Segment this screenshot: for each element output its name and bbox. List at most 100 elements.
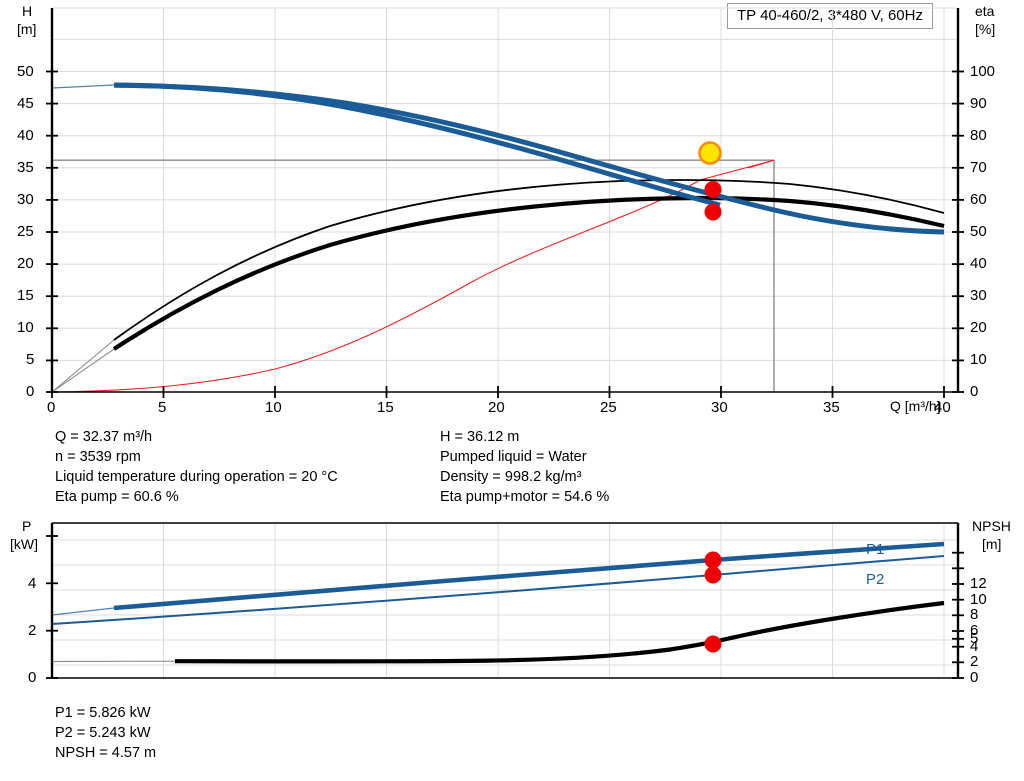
- lower-chart: P [kW] NPSH [m] P1 P2: [0, 515, 1024, 700]
- upper-right-tick-70: 70: [970, 159, 987, 176]
- duty-marker-p1: [704, 551, 722, 569]
- lower-right-tick-8: 8: [970, 606, 979, 623]
- lower-left-ticks: [46, 535, 58, 679]
- lower-right-axis-title: NPSH: [972, 518, 1011, 534]
- upper-right-tick-80: 80: [970, 127, 987, 144]
- upper-right-tick-60: 60: [970, 191, 987, 208]
- info-left-n: n = 3539 rpm: [55, 449, 141, 465]
- upper-right-axis-title: eta: [975, 3, 995, 19]
- lower-right-tick-12: 12: [970, 575, 987, 592]
- lower-right-tick-2: 2: [970, 653, 979, 670]
- upper-left-axis-title: H: [22, 3, 33, 19]
- upper-left-tick-0: 0: [26, 383, 35, 400]
- lower-right-tick-0: 0: [970, 669, 979, 686]
- lower-chart-svg: [46, 522, 964, 679]
- lower-left-tick-0: 0: [28, 669, 37, 686]
- lower-right-tick-4: 4: [970, 638, 979, 655]
- lower-right-axis-unit: [m]: [982, 536, 1002, 552]
- head-curve-thin: [51, 84, 115, 89]
- upper-x-tick-30: 30: [711, 399, 728, 416]
- upper-left-tick-45: 45: [17, 95, 34, 112]
- head-curve: [113, 82, 945, 235]
- head-curve-seg1: [113, 82, 721, 208]
- upper-right-tick-0: 0: [970, 383, 979, 400]
- upper-left-tick-20: 20: [17, 255, 34, 272]
- duty-marker-p2: [704, 566, 722, 584]
- info-p2: P2 = 5.243 kW: [55, 725, 151, 741]
- head-curve-mask: [114, 85, 944, 262]
- upper-right-axis-unit: [%]: [975, 21, 996, 37]
- eta-pump-motor-curve: [112, 195, 945, 351]
- lower-left-axis-unit: [kW]: [10, 536, 38, 552]
- upper-x-tick-5: 5: [158, 399, 167, 416]
- upper-left-axis-unit: [m]: [17, 21, 37, 37]
- info-p1: P1 = 5.826 kW: [55, 705, 151, 721]
- series-label-p2: P2: [866, 571, 885, 588]
- lower-grid-horizontal: [52, 539, 958, 666]
- p1-curve: [113, 541, 945, 611]
- duty-marker-eta-motor: [704, 203, 722, 221]
- upper-left-tick-35: 35: [17, 159, 34, 176]
- lower-right-tick-6: 6: [970, 622, 979, 639]
- upper-left-tick-40: 40: [17, 127, 34, 144]
- upper-x-tick-25: 25: [600, 399, 617, 416]
- chart-title-box: TP 40-460/2, 3*480 V, 60Hz: [727, 3, 933, 29]
- info-right-eta-pump-motor: Eta pump+motor = 54.6 %: [440, 489, 610, 505]
- lower-right-tick-5: 5: [970, 630, 979, 647]
- upper-grid-horizontal: [52, 7, 958, 361]
- info-right-h: H = 36.12 m: [440, 429, 520, 445]
- head-curve-helper: [114, 85, 774, 189]
- upper-left-tick-15: 15: [17, 287, 34, 304]
- info-npsh: NPSH = 4.57 m: [55, 745, 157, 761]
- upper-right-tick-10: 10: [970, 351, 987, 368]
- system-curve: [51, 159, 775, 393]
- upper-left-tick-30: 30: [17, 191, 34, 208]
- upper-left-tick-10: 10: [17, 319, 34, 336]
- upper-x-tick-40: 40: [934, 399, 951, 416]
- upper-x-tick-20: 20: [488, 399, 505, 416]
- p1-curve-thin: [51, 607, 115, 616]
- upper-x-tick-35: 35: [823, 399, 840, 416]
- upper-chart-svg: [46, 7, 964, 398]
- duty-point-info: Q = 32.37 m³/h n = 3539 rpm Liquid tempe…: [0, 427, 1024, 515]
- upper-left-tick-50: 50: [17, 63, 34, 80]
- upper-right-tick-50: 50: [970, 223, 987, 240]
- upper-chart: H [m] eta [%] Q [m³/h] TP 40-460/2, 3*48…: [17, 3, 996, 416]
- lower-right-tick-10: 10: [970, 591, 987, 608]
- duty-marker-eta-pump: [704, 181, 722, 198]
- eta-motor-curve-thin: [51, 348, 115, 393]
- upper-right-tick-40: 40: [970, 255, 987, 272]
- lower-grid-vertical: [163, 523, 945, 678]
- duty-marker-head: [698, 141, 722, 165]
- upper-left-tick-25: 25: [17, 223, 34, 240]
- lower-left-tick-2: 2: [28, 622, 37, 639]
- info-right-liquid: Pumped liquid = Water: [440, 449, 587, 465]
- lower-left-tick-4: 4: [28, 575, 37, 592]
- upper-right-tick-100: 100: [970, 63, 996, 80]
- upper-grid-vertical: [163, 8, 945, 392]
- upper-left-tick-5: 5: [26, 351, 35, 368]
- lower-right-ticks: [952, 551, 964, 679]
- upper-right-ticks: [952, 70, 964, 393]
- info-left-temperature: Liquid temperature during operation = 20…: [55, 469, 338, 485]
- upper-right-tick-30: 30: [970, 287, 987, 304]
- eta-pump-curve: [113, 179, 945, 341]
- info-left-eta-pump: Eta pump = 60.6 %: [55, 489, 179, 505]
- upper-x-axis-title: Q [m³/h]: [890, 398, 941, 414]
- upper-x-tick-15: 15: [377, 399, 394, 416]
- npsh-curve: [174, 600, 945, 664]
- upper-right-tick-90: 90: [970, 95, 987, 112]
- power-info: P1 = 5.826 kW P2 = 5.243 kW NPSH = 4.57 …: [0, 703, 1024, 773]
- upper-x-ticks: [51, 386, 945, 398]
- info-left-q: Q = 32.37 m³/h: [55, 429, 153, 445]
- duty-marker-npsh: [704, 635, 722, 653]
- upper-right-tick-20: 20: [970, 319, 987, 336]
- system-curve-tail: [747, 159, 775, 169]
- eta-pump-curve-thin: [51, 339, 115, 393]
- upper-x-tick-10: 10: [265, 399, 282, 416]
- info-right-density: Density = 998.2 kg/m³: [440, 469, 582, 485]
- p2-curve: [51, 555, 945, 625]
- lower-left-axis-title: P: [22, 518, 32, 534]
- upper-x-tick-0: 0: [47, 399, 56, 416]
